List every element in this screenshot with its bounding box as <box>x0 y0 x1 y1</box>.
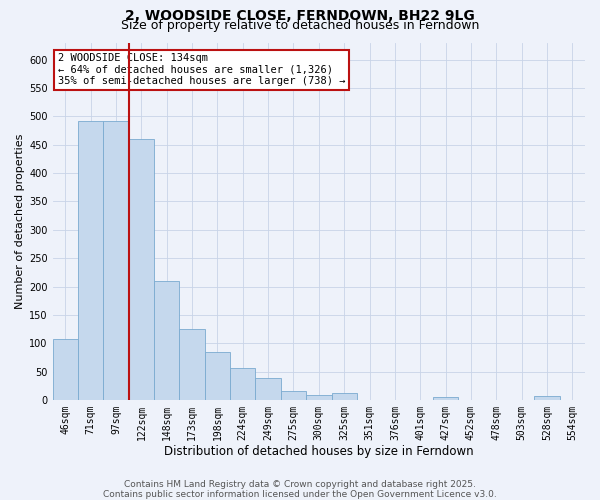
Bar <box>230 368 256 400</box>
Bar <box>535 396 560 400</box>
Bar <box>433 398 458 400</box>
Bar <box>53 340 78 400</box>
Text: Contains HM Land Registry data © Crown copyright and database right 2025.
Contai: Contains HM Land Registry data © Crown c… <box>103 480 497 499</box>
Bar <box>256 378 281 400</box>
Bar <box>179 329 205 400</box>
Bar <box>306 394 332 400</box>
Bar <box>205 352 230 400</box>
Bar <box>129 139 154 400</box>
Bar <box>103 121 129 400</box>
Bar <box>154 281 179 400</box>
Bar <box>281 391 306 400</box>
Text: Size of property relative to detached houses in Ferndown: Size of property relative to detached ho… <box>121 18 479 32</box>
Bar <box>78 121 103 400</box>
Text: 2, WOODSIDE CLOSE, FERNDOWN, BH22 9LG: 2, WOODSIDE CLOSE, FERNDOWN, BH22 9LG <box>125 9 475 23</box>
Text: 2 WOODSIDE CLOSE: 134sqm
← 64% of detached houses are smaller (1,326)
35% of sem: 2 WOODSIDE CLOSE: 134sqm ← 64% of detach… <box>58 53 346 86</box>
Y-axis label: Number of detached properties: Number of detached properties <box>15 134 25 309</box>
Bar <box>332 394 357 400</box>
X-axis label: Distribution of detached houses by size in Ferndown: Distribution of detached houses by size … <box>164 444 473 458</box>
